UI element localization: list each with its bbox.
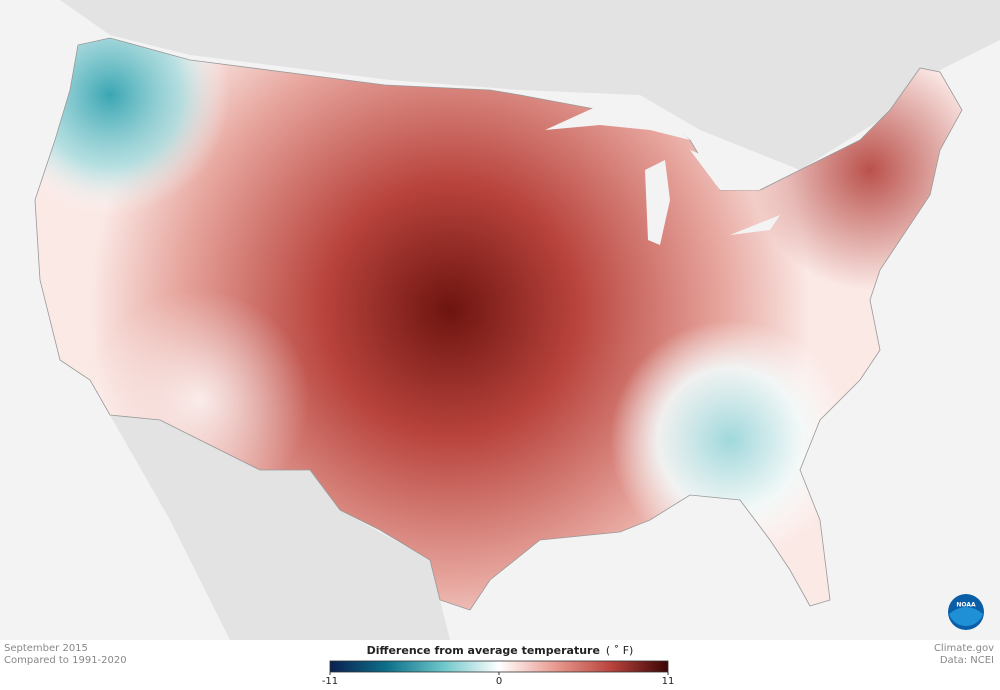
colorbar: [329, 660, 669, 673]
noaa-logo: NOAA: [948, 594, 984, 630]
canada: [0, 0, 1000, 170]
caption-date: September 2015: [4, 643, 88, 654]
colorbar-tick-label: 0: [496, 676, 502, 687]
caption-baseline: Compared to 1991-2020: [4, 655, 127, 666]
colorbar-tick-label: 11: [662, 676, 675, 687]
great-lakes: [545, 95, 780, 245]
colorbar-tick-label: -11: [322, 676, 338, 687]
legend-title: Difference from average temperature: [367, 644, 600, 657]
logo-text: NOAA: [956, 602, 976, 609]
legend-heading: Difference from average temperature ( ˚ F…: [367, 644, 634, 657]
credit-source: Data: NCEI: [940, 655, 994, 666]
mexico: [110, 415, 450, 640]
credit-site: Climate.gov: [934, 643, 994, 654]
legend-unit: ( ˚ F): [606, 644, 633, 657]
